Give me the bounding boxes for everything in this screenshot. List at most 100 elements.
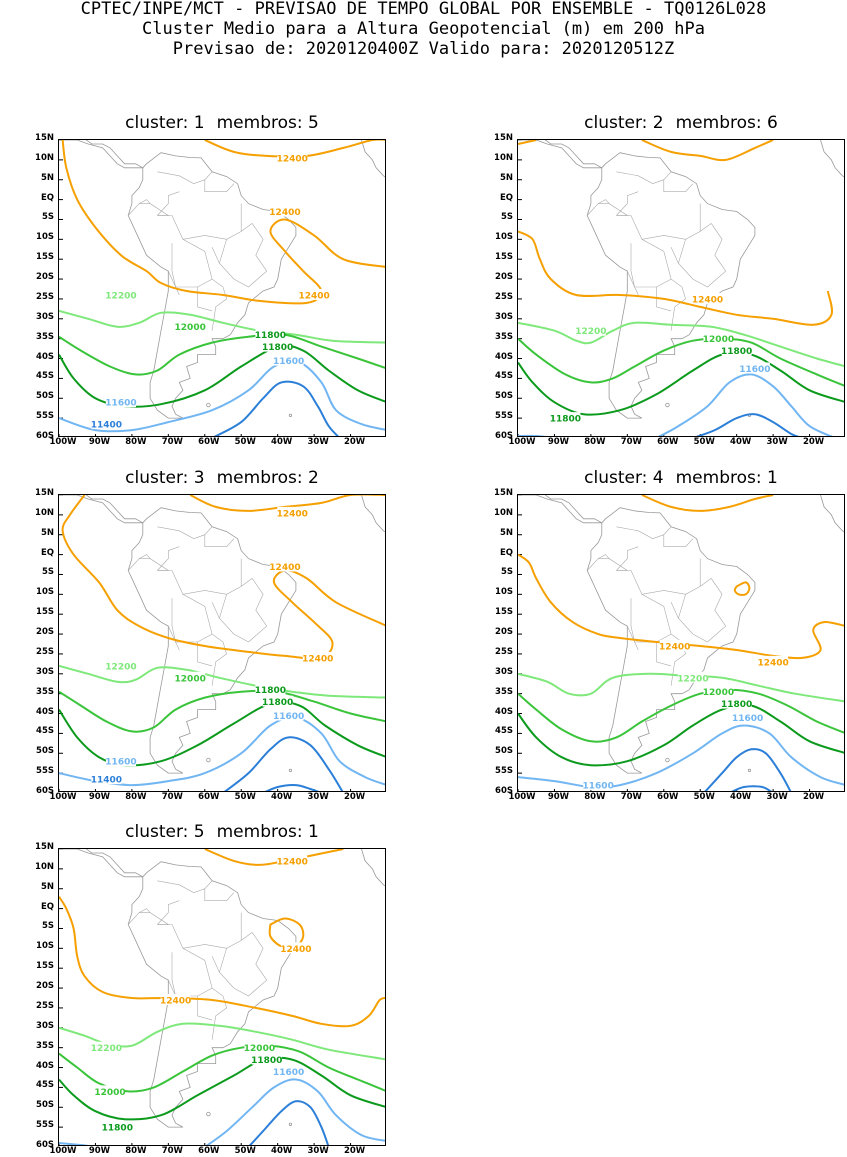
latitude-tick-label: 15S xyxy=(36,607,54,618)
geopotential-map: 12400 12400 12400 12200 12000 11800 11800 11600… xyxy=(59,140,385,436)
longitude-tick-label: 70W xyxy=(161,792,183,802)
contour-label: 12400 xyxy=(280,945,311,955)
latitude-tick-label: 25S xyxy=(495,291,513,302)
country-border xyxy=(630,598,672,643)
latitude-tick-label: 5S xyxy=(41,567,54,578)
country-border xyxy=(656,642,672,667)
contour-label-background xyxy=(758,655,789,667)
longitude-tick-label: 90W xyxy=(88,437,111,447)
contour-label-background xyxy=(273,354,304,366)
contour-line-11800 xyxy=(518,703,844,767)
country-border xyxy=(204,534,235,548)
latitude-tick-label: 35S xyxy=(36,1040,54,1051)
country-border xyxy=(211,932,268,997)
latitude-tick-label: 30S xyxy=(495,311,513,322)
contour-line-12400 xyxy=(61,140,385,305)
latitude-tick-label: 5S xyxy=(500,212,513,223)
longitude-tick-label: 80W xyxy=(584,437,606,447)
country-border xyxy=(586,554,610,571)
contour-label: 12400 xyxy=(659,642,690,652)
contour-label: 11800 xyxy=(251,1056,282,1066)
contour-label: 12400 xyxy=(269,563,300,573)
contour-line-12000 xyxy=(59,1044,385,1093)
longitude-tick-label: 80W xyxy=(125,1146,147,1156)
latitude-tick-label: 15S xyxy=(36,252,54,263)
contour-line-12400 xyxy=(733,581,751,596)
latitude-tick-label: 5N xyxy=(499,527,513,538)
latitude-tick-label: 15S xyxy=(36,961,54,972)
latitude-tick-label: 35S xyxy=(495,686,513,697)
country-border xyxy=(616,191,639,216)
contour-label-background xyxy=(262,695,293,707)
country-border xyxy=(182,235,227,240)
contour-label: 11600 xyxy=(273,1068,304,1078)
contour-line-11400 xyxy=(248,1100,330,1145)
longitude-tick-label: 90W xyxy=(88,1146,111,1156)
latitude-tick-label: 50S xyxy=(36,391,54,402)
members-label: membros: 1 xyxy=(216,822,319,842)
country-border xyxy=(139,912,170,925)
geopotential-map: 12400 12200 12000 11800 11800 11600 xyxy=(518,140,844,436)
latitude-tick-label: 30S xyxy=(36,666,54,677)
latitude-tick-label: 30S xyxy=(495,666,513,677)
contour-label: 11800 xyxy=(721,700,752,710)
longitude-tick-label: 90W xyxy=(88,792,111,802)
latitude-tick-label: 10N xyxy=(494,152,513,163)
contour-label-background xyxy=(703,685,734,697)
contour-label: 12000 xyxy=(244,1044,275,1054)
latitude-tick-label: 10S xyxy=(36,941,54,952)
country-border xyxy=(598,558,629,571)
country-border xyxy=(670,223,727,288)
map-panel-cluster-2: 12400 12200 12000 11800 11800 11600 xyxy=(517,139,845,437)
country-border xyxy=(127,199,151,216)
longitude-tick-label: 40W xyxy=(271,792,293,802)
panel-title-cluster-5: cluster: 5 membros: 1 xyxy=(42,822,402,842)
country-border xyxy=(211,578,268,643)
latitude-tick-label: 20S xyxy=(495,627,513,638)
country-border xyxy=(598,203,629,216)
geopotential-map: 12400 12400 12400 12200 12000 12000 11800 11800… xyxy=(59,849,385,1145)
country-border xyxy=(211,223,268,288)
latitude-tick-label: 55S xyxy=(36,1120,54,1131)
contour-label-background xyxy=(721,697,752,709)
country-border xyxy=(616,171,672,185)
latitude-tick-label: 50S xyxy=(495,746,513,757)
contour-label-background xyxy=(739,362,770,374)
map-panel-cluster-4: 12400 12400 12200 12000 11800 11600 11600 xyxy=(517,494,845,792)
longitude-tick-label: 100W xyxy=(508,437,536,447)
contour-line-11600 xyxy=(205,1078,385,1145)
latitude-tick-label: 25S xyxy=(495,646,513,657)
falkland-islands-outline xyxy=(206,402,211,408)
latitude-tick-label: 50S xyxy=(495,391,513,402)
cluster-label: cluster: 5 xyxy=(125,822,205,842)
country-border xyxy=(157,526,213,540)
country-border xyxy=(663,179,694,193)
contour-label-background xyxy=(302,651,333,663)
country-border xyxy=(157,880,213,894)
country-border xyxy=(168,270,180,296)
contour-label-background xyxy=(692,292,723,304)
contour-line-11400 xyxy=(695,413,799,436)
header-line-3: Previsao de: 2020120400Z Valido para: 20… xyxy=(172,39,675,59)
longitude-tick-label: 100W xyxy=(49,437,77,447)
contour-line-12400 xyxy=(518,230,833,326)
latitude-tick-label: EQ xyxy=(40,901,54,912)
latitude-tick-label: 5S xyxy=(41,921,54,932)
country-border xyxy=(678,578,712,619)
members-label: membros: 6 xyxy=(675,113,778,133)
country-border xyxy=(197,642,213,667)
contour-line-12000 xyxy=(518,337,844,387)
latitude-tick-label: 40S xyxy=(36,706,54,717)
contour-label-background xyxy=(703,332,734,344)
contour-label-background xyxy=(583,779,614,791)
longitude-tick-label: 50W xyxy=(693,792,715,802)
latitude-tick-label: 20S xyxy=(36,272,54,283)
contour-label: 11800 xyxy=(262,698,293,708)
contour-label: 12400 xyxy=(302,654,333,664)
longitude-tick-label: 90W xyxy=(547,792,570,802)
country-border xyxy=(627,270,639,296)
africa-coastline xyxy=(361,495,385,533)
country-border xyxy=(630,243,672,288)
contour-label: 12200 xyxy=(677,674,708,684)
longitude-tick-label: 20W xyxy=(343,437,366,447)
